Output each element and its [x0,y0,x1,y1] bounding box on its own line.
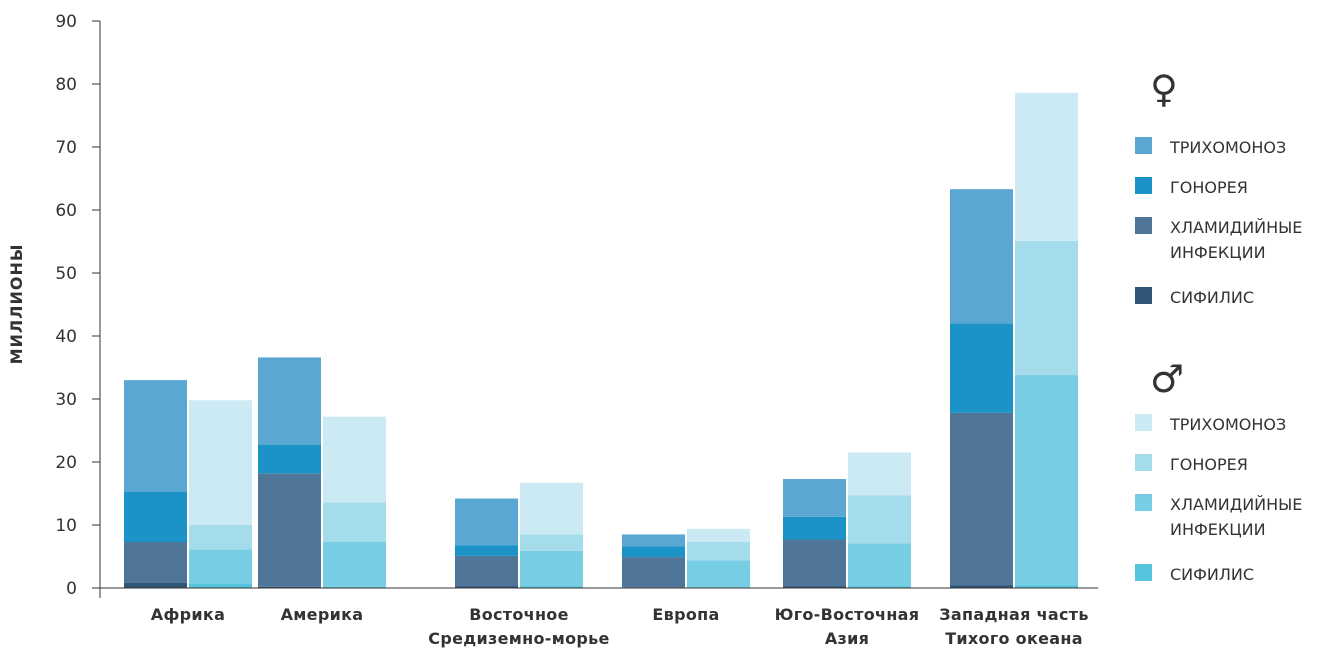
bar-segment-female [455,586,518,588]
bar-segment-female [124,491,187,543]
y-tick-label: 50 [55,264,77,284]
x-tick-label: Юго-Восточная [775,605,920,624]
y-tick-label: 70 [55,138,77,158]
x-tick-label: Западная часть [939,605,1089,624]
bar-segment-female [124,380,187,492]
bar-segment-female [258,357,321,445]
bar-segment-male [1015,92,1078,241]
bar-segment-male [323,502,386,543]
bar-segment-male [1015,585,1078,588]
x-tick-label: Европа [652,605,719,624]
legend-swatch [1135,564,1152,581]
bar-segment-female [950,412,1013,586]
bar-segment-male [848,586,911,588]
bar-segment-female [783,479,846,517]
y-tick-label: 40 [55,327,77,347]
bar-segment-male [189,400,252,525]
bar-segment-female [950,323,1013,413]
legend-label: ГОНОРЕЯ [1170,178,1248,197]
bar-segment-female [622,546,685,558]
bar-segment-female [258,586,321,588]
bar-segment-female [783,586,846,588]
bar-segment-female [950,189,1013,324]
legend-label: ТРИХОМОНОЗ [1169,138,1286,157]
legend-swatch [1135,414,1152,431]
bar-segment-male [848,543,911,587]
bar-segment-male [520,534,583,551]
y-tick-label: 80 [55,75,77,95]
y-tick-label: 0 [66,579,77,599]
bar-segment-male [687,560,750,588]
y-axis-label: МИЛЛИОНЫ [7,244,26,365]
x-axis: Африка Америка Восточное Средиземно-морье Ев… [92,587,1098,648]
x-tick-label: Средиземно-морье [428,629,609,648]
y-tick-label: 30 [55,390,77,410]
bar-segment-female [258,473,321,587]
bar-segment-female [124,542,187,583]
legend-swatch [1135,287,1152,304]
bar-segment-male [687,542,750,561]
legend-label: СИФИЛИС [1170,565,1254,584]
bar-segment-female [455,545,518,556]
legend-swatch [1135,454,1152,471]
bar-segment-male [323,416,386,503]
legend-label: ГОНОРЕЯ [1170,455,1248,474]
x-tick-label: Америка [281,605,364,624]
x-tick-label: Азия [825,629,869,648]
bar-segment-female [622,557,685,588]
bar-segment-male [189,525,252,550]
legend-label: ХЛАМИДИЙНЫЕ [1170,495,1302,514]
bar-segment-male [520,550,583,587]
female-symbol-icon: ♀ [1150,67,1178,111]
legend-label: ИНФЕКЦИИ [1170,520,1266,539]
y-tick-label: 90 [55,12,77,32]
bar-segment-male [323,542,386,587]
bar-segment-male [1015,375,1078,586]
x-tick-label: Африка [151,605,225,624]
y-tick-label: 60 [55,201,77,221]
legend-label: ХЛАМИДИЙНЫЕ [1170,218,1302,237]
bar-segment-male [848,452,911,496]
bar-segment-female [783,516,846,540]
x-tick-label: Тихого океана [945,629,1083,648]
legend-label: ТРИХОМОНОЗ [1169,415,1286,434]
bar-segment-male [520,586,583,588]
bar-segment-female [124,582,187,588]
bar-segment-female [622,534,685,547]
x-tick-label: Восточное [469,605,569,624]
bar-segment-female [258,444,321,474]
legend-swatch [1135,217,1152,234]
bar-segment-male [520,482,583,535]
legend-label: СИФИЛИС [1170,288,1254,307]
y-axis: 0 10 20 30 40 50 60 70 80 90 [55,12,101,599]
bars [124,92,1078,588]
bar-segment-female [950,585,1013,588]
legend-swatch [1135,494,1152,511]
bar-segment-male [323,586,386,588]
bar-segment-male [848,495,911,544]
y-tick-label: 10 [55,516,77,536]
bar-segment-male [1015,240,1078,376]
legend: ♀ ТРИХОМОНОЗ ГОНОРЕЯ ХЛАМИДИЙНЫЕ ИНФЕКЦИИ СИФ… [1135,67,1302,584]
legend-swatch [1135,177,1152,194]
y-tick-label: 20 [55,453,77,473]
legend-label: ИНФЕКЦИИ [1170,243,1266,262]
legend-swatch [1135,137,1152,154]
bar-segment-female [455,498,518,546]
male-symbol-icon: ♂ [1150,357,1184,401]
bar-segment-female [455,555,518,587]
bar-segment-male [189,583,252,588]
bar-segment-male [687,528,750,543]
bar-segment-male [189,549,252,584]
bar-segment-female [783,539,846,587]
